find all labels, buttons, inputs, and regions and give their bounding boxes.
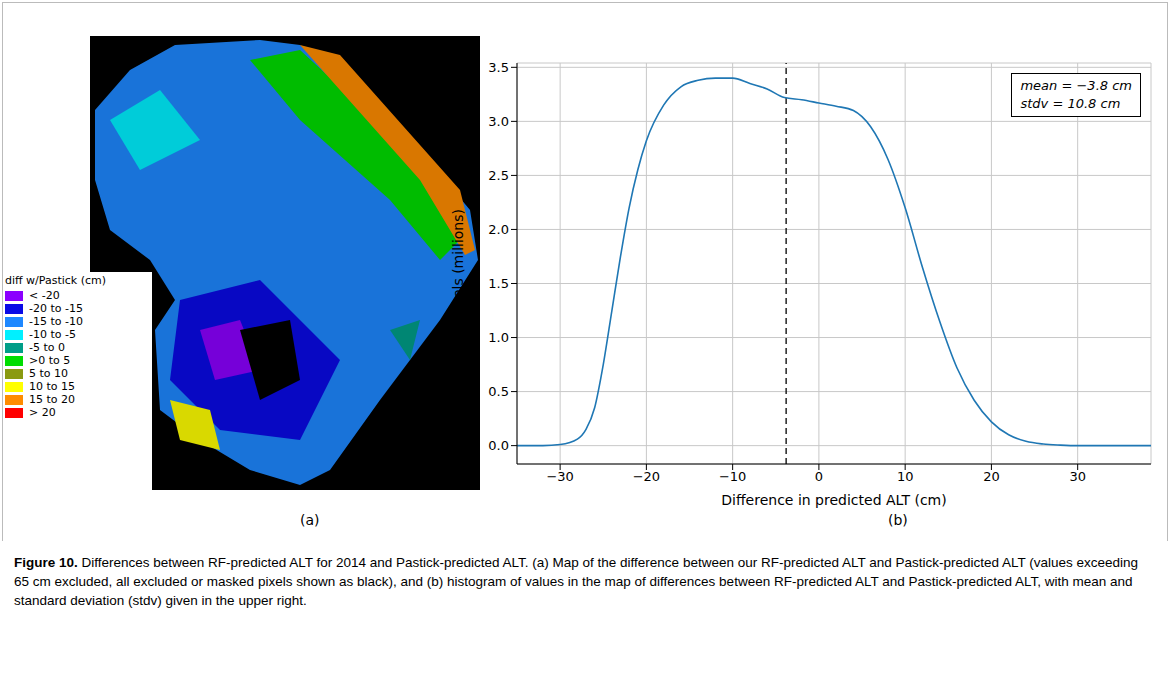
svg-text:Pixels (millions): Pixels (millions) [450, 209, 466, 318]
html-text:-5 to 0: -5 to 0 [29, 341, 65, 354]
svg-text:−10: −10 [719, 469, 746, 484]
svg-text:3.0: 3.0 [488, 114, 509, 129]
html-text:-15 to -10: -15 to -10 [29, 315, 83, 328]
svg-text:0.5: 0.5 [488, 384, 509, 399]
svg-text:1.0: 1.0 [488, 330, 509, 345]
svg-text:2.0: 2.0 [488, 222, 509, 237]
html-text:5 to 10: 5 to 10 [29, 367, 68, 380]
svg-text:3.5: 3.5 [488, 60, 509, 75]
html-text:-20 to -15: -20 to -15 [29, 302, 83, 315]
svg-text:1.5: 1.5 [488, 276, 509, 291]
html-text:-10 to -5: -10 to -5 [29, 328, 76, 341]
html-text:(a): (a) [300, 512, 320, 528]
html-text:Figure 10. Differences between: Figure 10. Differences between RF-predic… [14, 555, 1139, 608]
html-text:mean = −3.8 cm: mean = −3.8 cm [1020, 78, 1132, 93]
html-text:(b): (b) [888, 512, 908, 528]
svg-text:20: 20 [983, 469, 1000, 484]
html-text:stdv = 10.8 cm: stdv = 10.8 cm [1020, 96, 1121, 111]
svg-text:Difference in predicted ALT (c: Difference in predicted ALT (cm) [721, 492, 946, 508]
svg-text:−30: −30 [546, 469, 573, 484]
html-text:< -20: < -20 [29, 289, 60, 302]
svg-text:0.0: 0.0 [488, 438, 509, 453]
svg-text:0: 0 [815, 469, 823, 484]
svg-text:2.5: 2.5 [488, 168, 509, 183]
html-text:15 to 20: 15 to 20 [29, 393, 75, 406]
html-text:diff w/Pastick (cm): diff w/Pastick (cm) [5, 274, 107, 287]
svg-text:30: 30 [1069, 469, 1086, 484]
svg-text:−20: −20 [633, 469, 660, 484]
svg-text:10: 10 [897, 469, 914, 484]
html-text:>0 to 5: >0 to 5 [29, 354, 71, 367]
html-text:> 20: > 20 [29, 406, 56, 419]
html-text:10 to 15: 10 to 15 [29, 380, 75, 393]
